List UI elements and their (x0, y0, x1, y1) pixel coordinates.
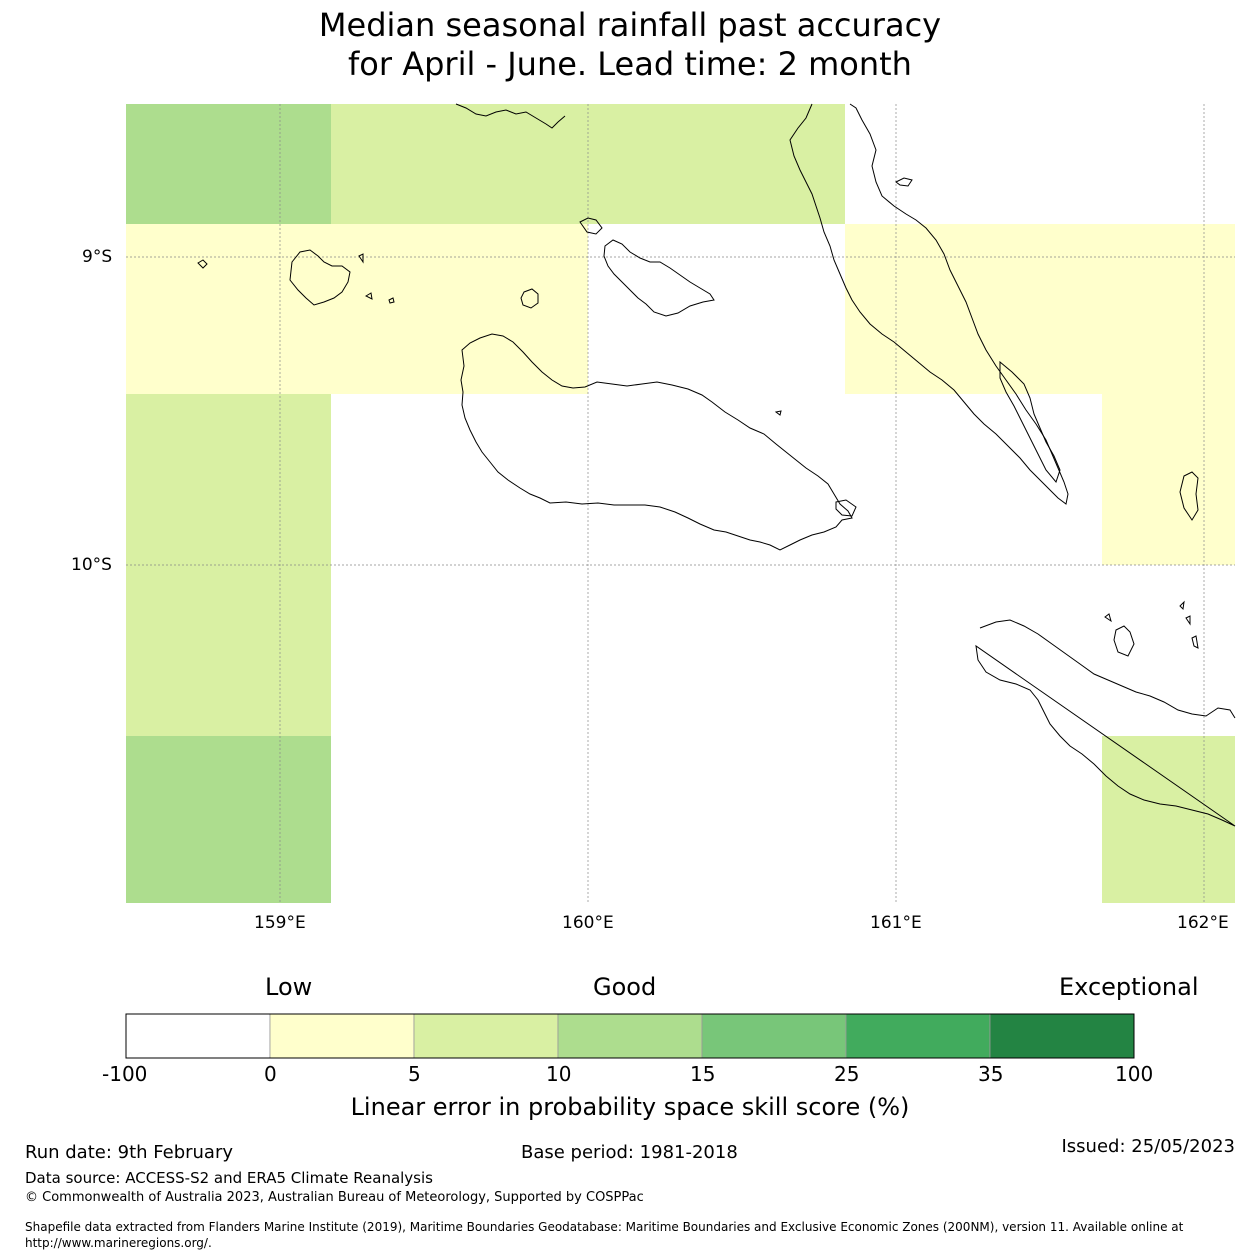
chart-title-line-2: for April - June. Lead time: 2 month (348, 45, 912, 83)
coastline-islet-7 (1185, 615, 1191, 626)
tick-25: 25 (834, 1062, 860, 1086)
chart-title-line-1: Median seasonal rainfall past accuracy (318, 6, 942, 44)
coastline-small-malaita (999, 360, 1061, 484)
tick-minus-100: -100 (102, 1062, 148, 1086)
skill-cell-3 (845, 224, 1235, 394)
coastline-russell-islands (289, 249, 351, 306)
coastline-islet-6 (1179, 600, 1185, 611)
tick-5: 5 (408, 1062, 421, 1086)
colorbar-swatch-1 (269, 1013, 415, 1059)
base-period: Base period: 1981-2018 (521, 1142, 738, 1163)
skill-cell-2 (126, 224, 588, 394)
coastline-savo (520, 288, 539, 309)
coastline-islet-1 (197, 259, 208, 269)
category-low: Low (265, 973, 313, 1001)
colorbar (125, 1013, 1135, 1059)
category-exceptional: Exceptional (1059, 973, 1199, 1001)
coastline-ulawa (1179, 471, 1199, 521)
lon-label-162e: 162°E (1177, 913, 1229, 933)
shapefile-credit-line-1: Shapefile data extracted from Flanders M… (25, 1220, 1184, 1234)
coastline-nggela (603, 239, 715, 317)
tick-0: 0 (264, 1062, 277, 1086)
coastline-malaita-islet (895, 177, 913, 187)
skill-cell-7 (1102, 736, 1235, 903)
shapefile-credit-line-2: http://www.marineregions.org/. (25, 1236, 212, 1250)
skill-cell-0 (126, 104, 331, 224)
colorbar-frame (125, 1013, 1135, 1059)
data-source: Data source: ACCESS-S2 and ERA5 Climate … (25, 1169, 433, 1187)
coastline-uki (1113, 625, 1135, 657)
lat-label-10s: 10°S (71, 555, 112, 575)
lon-label-160e: 160°E (562, 913, 614, 933)
run-date: Run date: 9th February (25, 1142, 234, 1163)
coastlines (197, 103, 1236, 827)
category-good: Good (593, 973, 657, 1001)
colorbar-swatch-2 (413, 1013, 559, 1059)
coastline-guadalcanal (460, 333, 853, 551)
coastline-islet-8 (1191, 635, 1199, 649)
colorbar-swatch-5 (845, 1013, 991, 1059)
coastline-islet-5 (1104, 613, 1112, 623)
coastline-makira (975, 619, 1236, 827)
coastline-islet-4 (358, 253, 364, 264)
map-gridlines (126, 104, 1235, 903)
tick-10: 10 (546, 1062, 572, 1086)
coastline-nggela-west (579, 217, 603, 235)
coastline-marau-islet (835, 499, 857, 517)
copyright-notice: © Commonwealth of Australia 2023, Austra… (25, 1190, 644, 1205)
coastline-islet-9 (774, 410, 782, 416)
tick-35: 35 (978, 1062, 1004, 1086)
colorbar-swatch-0 (125, 1013, 271, 1059)
colorbar-cells (125, 1013, 1135, 1059)
issued-date: Issued: 25/05/2023 (1061, 1136, 1235, 1157)
tick-100: 100 (1115, 1062, 1154, 1086)
coastline-islet-3 (388, 297, 395, 304)
coastline-malaita (789, 103, 1069, 505)
skill-cell-6 (126, 736, 331, 903)
skill-cell-5 (126, 394, 331, 736)
tick-15: 15 (690, 1062, 716, 1086)
lon-label-161e: 161°E (870, 913, 922, 933)
colorbar-label: Linear error in probability space skill … (350, 1093, 910, 1121)
colorbar-swatch-3 (557, 1013, 703, 1059)
colorbar-swatch-6 (989, 1013, 1135, 1059)
lon-label-159e: 159°E (254, 913, 306, 933)
skill-cell-4 (1102, 394, 1235, 565)
colorbar-swatch-4 (701, 1013, 847, 1059)
lat-label-9s: 9°S (82, 247, 113, 267)
coastline-islet-2 (364, 292, 373, 300)
coastline-santa-isabel-west (455, 103, 566, 129)
